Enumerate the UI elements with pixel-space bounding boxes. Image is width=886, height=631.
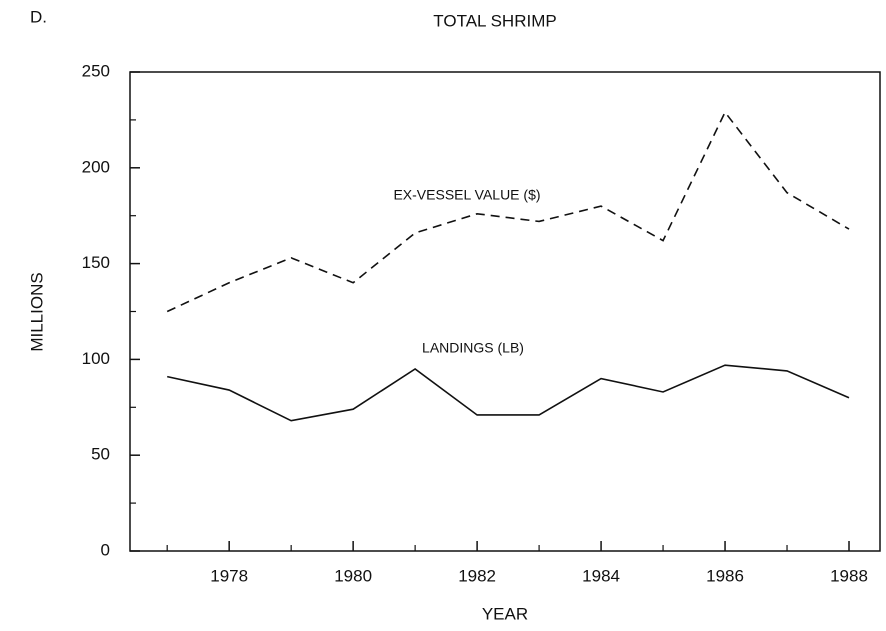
series-line [166,110,850,313]
x-tick-label: 1986 [706,566,744,585]
y-axis-label: MILLIONS [27,272,46,351]
x-tick-label: 1978 [210,566,248,585]
y-tick-label: 200 [82,157,110,176]
y-tick-label: 150 [82,253,110,272]
panel-label: D. [30,7,47,26]
y-tick-label: 50 [91,445,110,464]
x-tick-label: 1984 [582,566,620,585]
x-tick-label: 1982 [458,566,496,585]
chart-title: TOTAL SHRIMP [433,11,556,30]
x-tick-label: 1988 [830,566,868,585]
y-tick-label: 0 [101,540,110,559]
series-label: EX-VESSEL VALUE ($) [393,187,540,203]
y-tick-label: 100 [82,349,110,368]
y-tick-label: 250 [82,61,110,80]
series-label: LANDINGS (LB) [422,340,524,356]
x-tick-label: 1980 [334,566,372,585]
plot-frame [129,71,881,552]
series-line [167,364,850,422]
x-axis-label: YEAR [482,604,528,623]
